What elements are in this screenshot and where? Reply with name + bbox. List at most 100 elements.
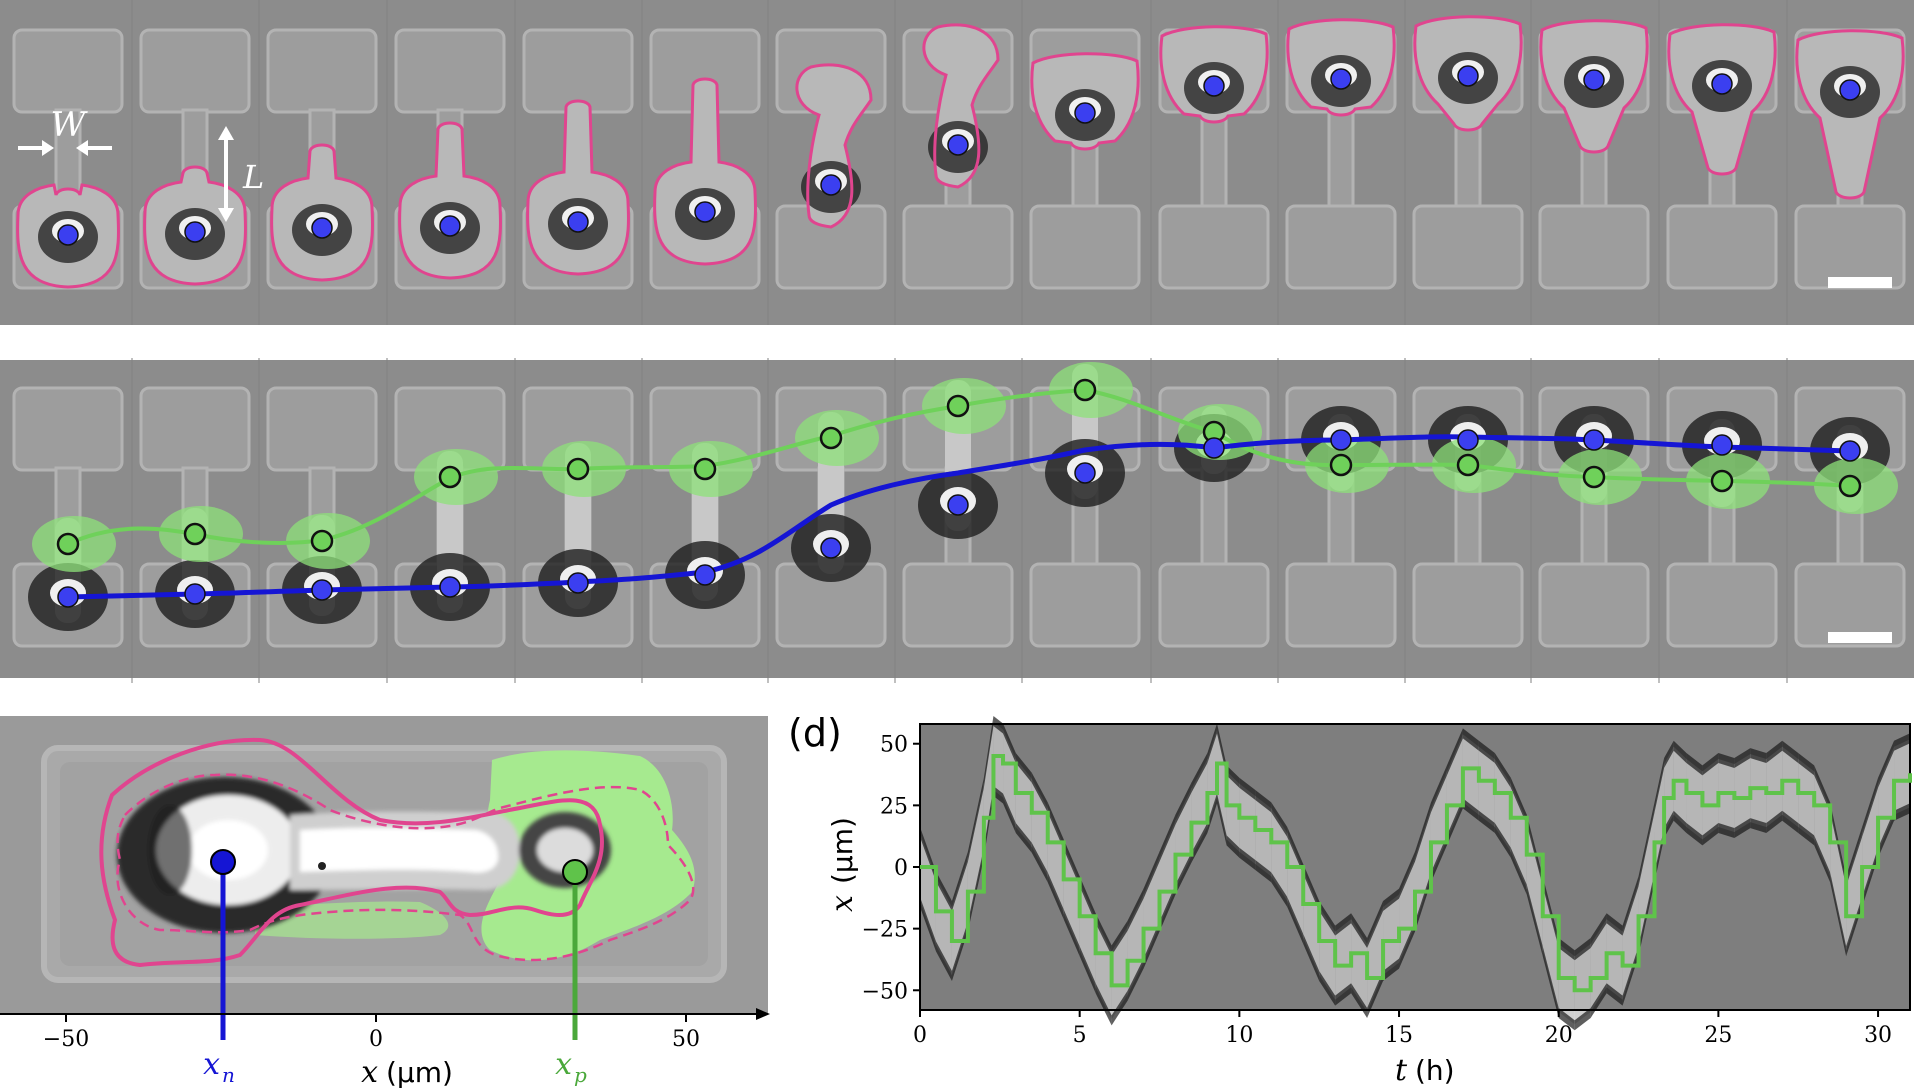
x-axis-label-var: t	[1395, 1053, 1408, 1088]
panel-letter-d: (d)	[788, 711, 842, 755]
kymograph-edge	[1734, 818, 1751, 838]
kymograph-edge	[1191, 823, 1208, 863]
kymograph-edge	[1015, 753, 1032, 783]
kymograph-band	[1510, 783, 1527, 889]
kymograph-edge	[1702, 753, 1719, 776]
nucleus-point	[1839, 440, 1861, 462]
kymograph-band	[1798, 759, 1815, 840]
cell-outline	[795, 63, 873, 229]
kymograph-edge	[1430, 765, 1447, 813]
kymograph-edge	[1367, 970, 1384, 1018]
kymograph-band	[1734, 754, 1751, 832]
nucleus-point	[820, 537, 842, 559]
nucleus-point	[57, 586, 79, 608]
kymograph-edge	[1399, 921, 1415, 969]
kymograph-band	[1478, 746, 1495, 828]
width-annotation: W	[18, 105, 112, 156]
kymograph-band	[1217, 729, 1227, 840]
pattern-square-top	[394, 28, 506, 114]
kymograph-edge	[1673, 810, 1687, 834]
kymograph-band	[1558, 943, 1575, 1025]
cell	[270, 143, 374, 282]
panel-a-frames	[12, 0, 1906, 325]
kymograph-band	[1686, 759, 1703, 840]
nucleus-point	[1711, 73, 1733, 95]
pattern-square-bottom	[1412, 204, 1524, 290]
cell-outline	[1413, 15, 1523, 132]
kymograph-edge	[1226, 835, 1240, 858]
kymograph-band	[1814, 771, 1831, 877]
protrusion-point	[1456, 453, 1480, 477]
kymograph-edge	[1159, 814, 1176, 862]
kymograph-edge	[1095, 983, 1112, 1026]
kymograph-edge	[1175, 852, 1192, 895]
kymograph-edge	[951, 921, 968, 981]
kymograph-edge	[1766, 810, 1783, 834]
panel-c: −50 0 50 x (μm) x n x p	[0, 716, 770, 1090]
kymograph-band	[993, 722, 1004, 798]
kymograph-edge	[1271, 872, 1288, 907]
kymograph-band	[1367, 906, 1384, 1012]
kymograph-edge	[983, 786, 994, 858]
protrusion-point	[566, 457, 590, 481]
kymograph-edge	[1462, 728, 1479, 751]
kymograph-edge	[1335, 913, 1352, 936]
kymograph-band	[1319, 906, 1336, 1000]
nucleus-point	[439, 576, 461, 598]
kymograph-edge	[1862, 777, 1879, 837]
kymograph-band	[1159, 820, 1176, 926]
cell-outline	[922, 23, 1000, 189]
kymograph-edge	[1798, 753, 1815, 776]
nucleus-point	[1457, 65, 1479, 87]
nucleus-marker	[210, 849, 236, 875]
pattern-square-bottom	[1029, 562, 1141, 648]
pattern-square-bottom	[1794, 204, 1906, 290]
cell	[1795, 29, 1905, 200]
protrusion-point	[56, 532, 80, 556]
x-tick-label: 0	[369, 1027, 383, 1052]
protrusion-point	[693, 457, 717, 481]
kymograph-edge	[1750, 748, 1767, 764]
kymograph-edge	[1830, 872, 1847, 957]
kymograph-edge	[1494, 753, 1511, 788]
pattern-square-bottom	[1285, 204, 1397, 290]
kymograph-edge	[935, 871, 952, 911]
kymograph-edge	[1542, 946, 1559, 1018]
length-annotation: L	[218, 126, 264, 222]
kymograph-edge	[1558, 1007, 1575, 1031]
protrusion-point	[1073, 378, 1097, 402]
pattern-square-bottom	[902, 562, 1014, 648]
protrusion-point	[183, 522, 207, 546]
kymograph-edge	[1894, 733, 1910, 751]
kymograph-edge	[1175, 782, 1192, 825]
kymograph-edge	[1143, 921, 1160, 969]
kymograph-band	[1239, 783, 1256, 865]
nucleus-label-subscript: n	[222, 1063, 235, 1087]
chart-line	[920, 754, 1912, 993]
cell	[526, 99, 630, 276]
x-tick-label: 25	[1704, 1023, 1732, 1048]
y-axis-label-var: x	[825, 895, 860, 912]
kymograph-band	[1111, 926, 1128, 1020]
kymograph-edge	[1574, 1007, 1591, 1031]
x-axis-label-unit: (h)	[1415, 1054, 1455, 1087]
cell	[410, 449, 498, 621]
nucleus-label: x	[203, 1047, 220, 1082]
nucleus-point	[694, 201, 716, 223]
kymograph-edge	[1846, 827, 1863, 887]
x-axis-arrow	[756, 1008, 770, 1020]
kymograph-band	[1606, 919, 1623, 1000]
kymograph-edge	[1226, 765, 1240, 788]
kymograph-edge	[920, 897, 936, 952]
kymograph-band	[920, 833, 936, 946]
kymograph-band	[1079, 882, 1096, 988]
kymograph-edge	[1303, 933, 1320, 981]
kymograph-edge	[1702, 823, 1719, 846]
nucleus-point	[1583, 429, 1605, 451]
nucleus-point	[947, 494, 969, 516]
kymograph-band	[1415, 808, 1431, 926]
cell	[1667, 23, 1777, 176]
kymograph-edge	[1127, 958, 1144, 1001]
kymograph-band	[1590, 919, 1607, 1012]
cell	[922, 23, 1000, 189]
